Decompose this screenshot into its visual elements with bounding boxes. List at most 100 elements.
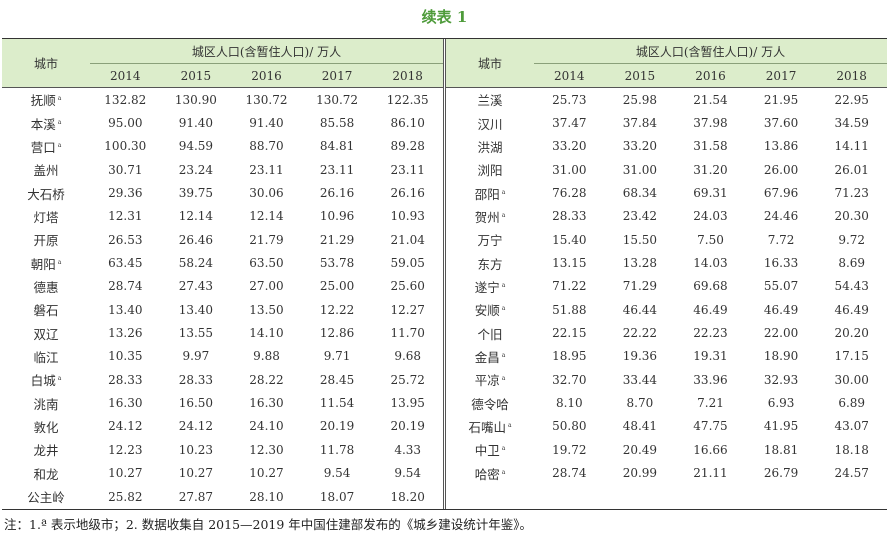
value-cell: 46.49 [763, 302, 799, 317]
value-cell: 24.12 [178, 419, 214, 434]
value-cell: 13.50 [249, 302, 284, 317]
population-table: 城市 城区人口(含暂住人口)/ 万人 2014 2015 2016 2017 2… [2, 38, 887, 510]
value-cell: 43.07 [834, 419, 869, 434]
table-row: 和龙 10.27 10.27 10.27 9.54 9.54 [2, 462, 443, 485]
table-row: 公主岭 25.82 27.87 28.10 18.07 18.20 [2, 485, 443, 508]
value-cell: 18.95 [552, 349, 587, 364]
value-cell: 28.45 [319, 372, 355, 387]
value-cell: 50.80 [552, 419, 587, 434]
value-cell: 20.99 [622, 466, 658, 481]
value-cell: 20.30 [834, 209, 869, 224]
value-cell: 95.00 [108, 116, 143, 131]
value-cell: 46.44 [622, 302, 658, 317]
city-name: 临江 [33, 349, 59, 365]
prefecture-marker: a [57, 375, 62, 383]
value-cell: 8.69 [838, 256, 866, 271]
city-cell: 白城 a [2, 368, 90, 391]
value-cell: 84.81 [319, 139, 355, 154]
prefecture-marker: a [57, 95, 62, 103]
value-cell: 86.10 [390, 116, 425, 131]
table-row: 大石桥 29.36 39.75 30.06 26.16 26.16 [2, 181, 443, 204]
value-cell: 130.72 [245, 92, 288, 107]
city-cell: 金昌 a [446, 345, 534, 368]
value-cell: 15.50 [622, 232, 658, 247]
city-cell: 东方 [446, 251, 534, 274]
value-cell: 27.00 [249, 279, 284, 294]
city-name: 开原 [33, 233, 59, 249]
city-cell: 营口 a [2, 135, 90, 158]
value-cell: 34.59 [834, 116, 869, 131]
value-cell: 16.50 [178, 396, 214, 411]
value-cell: 31.20 [693, 162, 728, 177]
value-cell: 24.03 [693, 209, 728, 224]
value-cell: 13.86 [763, 139, 799, 154]
value-cell: 71.23 [834, 186, 869, 201]
prefecture-marker: a [501, 188, 506, 196]
value-cell: 18.18 [834, 442, 869, 457]
value-cell: 122.35 [386, 92, 429, 107]
table-row: 万宁 15.40 15.50 7.50 7.72 9.72 [446, 228, 887, 251]
header-year: 2014 [90, 63, 161, 88]
value-cell: 23.24 [178, 162, 214, 177]
city-cell: 洮南 [2, 391, 90, 414]
city-name: 灯塔 [33, 209, 59, 225]
value-cell: 130.72 [316, 92, 359, 107]
value-cell: 69.68 [693, 279, 728, 294]
value-cell: 9.54 [323, 466, 351, 481]
prefecture-marker: a [57, 258, 62, 266]
value-cell: 10.23 [178, 442, 214, 457]
value-cell: 30.06 [249, 186, 284, 201]
city-name: 本溪 [30, 116, 56, 132]
value-cell: 19.31 [693, 349, 728, 364]
prefecture-marker: a [501, 211, 506, 219]
value-cell: 69.31 [693, 186, 728, 201]
table-row: 东方 13.15 13.28 14.03 16.33 8.69 [446, 251, 887, 274]
value-cell: 20.19 [319, 419, 355, 434]
city-cell: 中卫 a [446, 438, 534, 461]
header-year: 2017 [745, 63, 817, 88]
value-cell: 71.22 [552, 279, 587, 294]
value-cell: 24.10 [249, 419, 284, 434]
value-cell: 18.20 [390, 489, 425, 504]
table-row: 临江 10.35 9.97 9.88 9.71 9.68 [2, 345, 443, 368]
value-cell: 6.93 [767, 396, 795, 411]
city-cell: 兰溪 [446, 88, 534, 112]
table-right-half: 城市 城区人口(含暂住人口)/ 万人 2014 2015 2016 2017 2… [445, 39, 887, 509]
value-cell: 11.54 [319, 396, 355, 411]
table-note: 注：1.ª 表示地级市；2. 数据收集自 2015—2019 年中国住建部发布的… [4, 517, 533, 532]
city-name: 洪湖 [477, 139, 503, 155]
value-cell: 22.22 [622, 326, 658, 341]
city-cell: 灯塔 [2, 205, 90, 228]
header-year: 2018 [372, 63, 443, 88]
value-cell: 12.86 [319, 326, 355, 341]
value-cell: 10.93 [390, 209, 425, 224]
value-cell: 33.20 [622, 139, 658, 154]
value-cell: 25.73 [552, 92, 587, 107]
city-name: 双辽 [33, 326, 59, 342]
value-cell: 13.40 [178, 302, 214, 317]
city-cell: 和龙 [2, 462, 90, 485]
city-name: 兰溪 [477, 93, 503, 109]
value-cell: 46.49 [834, 302, 869, 317]
table-row: 个旧 22.15 22.22 22.23 22.00 20.20 [446, 321, 887, 344]
value-cell: 55.07 [763, 279, 799, 294]
value-cell: 33.20 [552, 139, 587, 154]
city-name: 大石桥 [27, 186, 65, 202]
value-cell: 16.33 [763, 256, 799, 271]
value-cell: 26.16 [319, 186, 355, 201]
value-cell: 8.10 [555, 396, 583, 411]
value-cell: 63.50 [249, 256, 284, 271]
value-cell: 15.40 [552, 232, 587, 247]
value-cell: 9.68 [394, 349, 422, 364]
value-cell: 28.33 [552, 209, 587, 224]
header-year: 2016 [675, 63, 746, 88]
value-cell: 10.27 [178, 466, 214, 481]
table-row: 浏阳 31.00 31.00 31.20 26.00 26.01 [446, 158, 887, 181]
city-cell: 哈密 a [446, 462, 534, 485]
city-name: 龙井 [33, 443, 59, 459]
value-cell: 26.00 [763, 162, 799, 177]
value-cell: 23.11 [319, 162, 355, 177]
prefecture-marker: a [57, 118, 62, 126]
table-body: 抚顺 a 132.82 130.90 130.72 130.72 122.35 本溪 a 95.0… [2, 88, 443, 509]
value-cell: 12.30 [249, 442, 284, 457]
